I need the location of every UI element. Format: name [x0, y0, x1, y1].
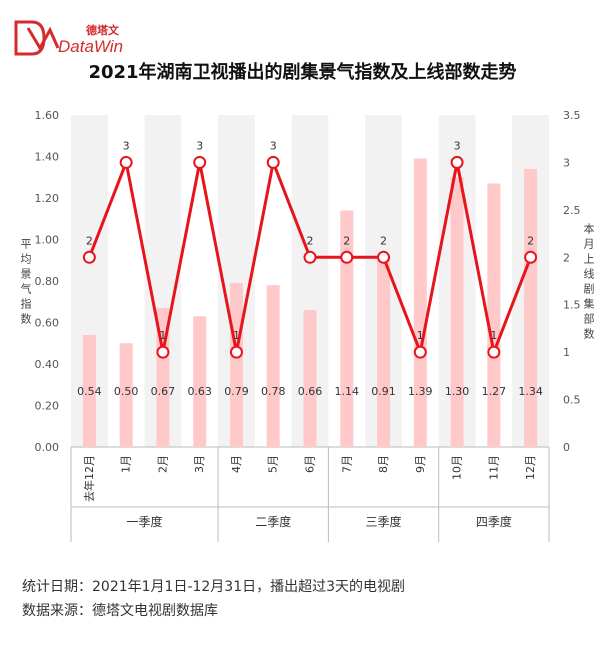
- line-value-label: 1: [417, 329, 424, 342]
- x-tick-label: 11月: [487, 455, 500, 480]
- bar: [193, 316, 207, 447]
- line-point: [413, 345, 427, 359]
- line-value-label: 3: [454, 139, 461, 152]
- x-tick-label: 2月: [156, 455, 169, 473]
- bar-value-label: 0.50: [114, 385, 139, 398]
- bar-value-label: 1.34: [518, 385, 543, 398]
- y-right-tick: 0.5: [563, 394, 581, 407]
- bar: [266, 285, 280, 447]
- y-right-tick: 3.5: [563, 109, 581, 122]
- line-value-label: 2: [380, 234, 387, 247]
- datawin-logo: [14, 20, 60, 56]
- y-left-axis-label: 平均景气指数: [21, 238, 32, 326]
- y-left-tick: 1.20: [35, 192, 60, 205]
- x-tick-label: 9月: [414, 455, 427, 473]
- x-tick-label: 8月: [377, 455, 390, 473]
- line-value-label: 2: [86, 234, 93, 247]
- bar: [487, 183, 501, 447]
- y-left-tick: 0.20: [35, 400, 60, 413]
- bar-value-label: 0.66: [298, 385, 323, 398]
- line-value-label: 1: [159, 329, 166, 342]
- x-tick-label: 12月: [524, 455, 537, 480]
- bar: [229, 283, 243, 447]
- y-right-axis-label: 本月上线剧集部数: [584, 222, 595, 341]
- line-point: [303, 250, 317, 264]
- line-value-label: 3: [196, 139, 203, 152]
- y-left-tick: 1.40: [35, 151, 60, 164]
- x-tick-label: 7月: [340, 455, 353, 473]
- chart-title: 2021年湖南卫视播出的剧集景气指数及上线部数走势: [88, 62, 517, 83]
- bar: [413, 158, 427, 447]
- y-left-tick: 0.00: [35, 441, 60, 454]
- quarter-label: 三季度: [366, 514, 402, 529]
- y-right-tick: 0: [563, 441, 570, 454]
- bar-value-label: 0.79: [224, 385, 249, 398]
- quarter-label: 一季度: [127, 514, 163, 529]
- line-value-label: 3: [270, 139, 277, 152]
- line-value-label: 3: [123, 139, 130, 152]
- bar: [82, 334, 96, 447]
- footnote-stat-date: 统计日期：2021年1月1日-12月31日，播出超过3天的电视剧: [22, 579, 406, 595]
- line-point: [229, 345, 243, 359]
- bar: [377, 258, 391, 447]
- y-right-tick: 2.5: [563, 204, 581, 217]
- line-point: [266, 155, 280, 169]
- x-tick-label: 6月: [304, 455, 317, 473]
- combo-chart: 0.00 0.20 0.40 0.60 0.80 1.00 1.20 1.40 1.60 0 0.5…: [21, 109, 595, 542]
- y-right-tick: 1.5: [563, 299, 581, 312]
- line-point: [193, 155, 207, 169]
- brand-name-cn: 德塔文: [86, 24, 119, 37]
- line-point: [119, 155, 133, 169]
- line-point: [487, 345, 501, 359]
- bar-value-label: 0.91: [371, 385, 396, 398]
- line-value-label: 2: [307, 234, 314, 247]
- bar: [303, 310, 317, 447]
- bar: [450, 177, 464, 447]
- footnote-source: 数据来源：德塔文电视剧数据库: [22, 603, 218, 619]
- line-point: [340, 250, 354, 264]
- bar-value-label: 0.54: [77, 385, 102, 398]
- bar-value-label: 1.30: [445, 385, 470, 398]
- y-left-tick: 0.60: [35, 317, 60, 330]
- bar-value-label: 1.39: [408, 385, 433, 398]
- quarter-label: 二季度: [255, 514, 291, 529]
- y-right-tick: 3: [563, 156, 570, 169]
- x-tick-label: 10月: [451, 455, 464, 480]
- y-left-tick: 0.40: [35, 358, 60, 371]
- y-right-tick: 1: [563, 346, 570, 359]
- x-tick-label: 4月: [230, 455, 243, 473]
- line-point: [524, 250, 538, 264]
- footnotes: 统计日期：2021年1月1日-12月31日，播出超过3天的电视剧 数据来源：德塔…: [22, 575, 405, 623]
- line-point: [450, 155, 464, 169]
- line-value-label: 2: [527, 234, 534, 247]
- line-point: [156, 345, 170, 359]
- bar: [524, 168, 538, 447]
- x-tick-label: 去年12月: [82, 455, 96, 502]
- bar-value-label: 1.27: [482, 385, 507, 398]
- line-point: [82, 250, 96, 264]
- y-left-tick: 1.60: [35, 109, 60, 122]
- y-left-tick: 1.00: [35, 234, 60, 247]
- x-tick-label: 3月: [193, 455, 206, 473]
- y-left-tick: 0.80: [35, 275, 60, 288]
- quarter-label: 四季度: [476, 514, 512, 529]
- line-value-label: 1: [233, 329, 240, 342]
- line-point: [377, 250, 391, 264]
- x-tick-label: 5月: [267, 455, 280, 473]
- bar: [119, 343, 133, 447]
- brand-name-en: DataWin: [58, 37, 124, 56]
- line-value-label: 1: [490, 329, 497, 342]
- bar-value-label: 0.78: [261, 385, 286, 398]
- bar-value-label: 0.63: [187, 385, 212, 398]
- x-tick-label: 1月: [120, 455, 133, 473]
- bar-value-label: 0.67: [151, 385, 176, 398]
- bar-value-label: 1.14: [335, 385, 360, 398]
- bar: [340, 210, 354, 447]
- line-value-label: 2: [343, 234, 350, 247]
- y-right-tick: 2: [563, 251, 570, 264]
